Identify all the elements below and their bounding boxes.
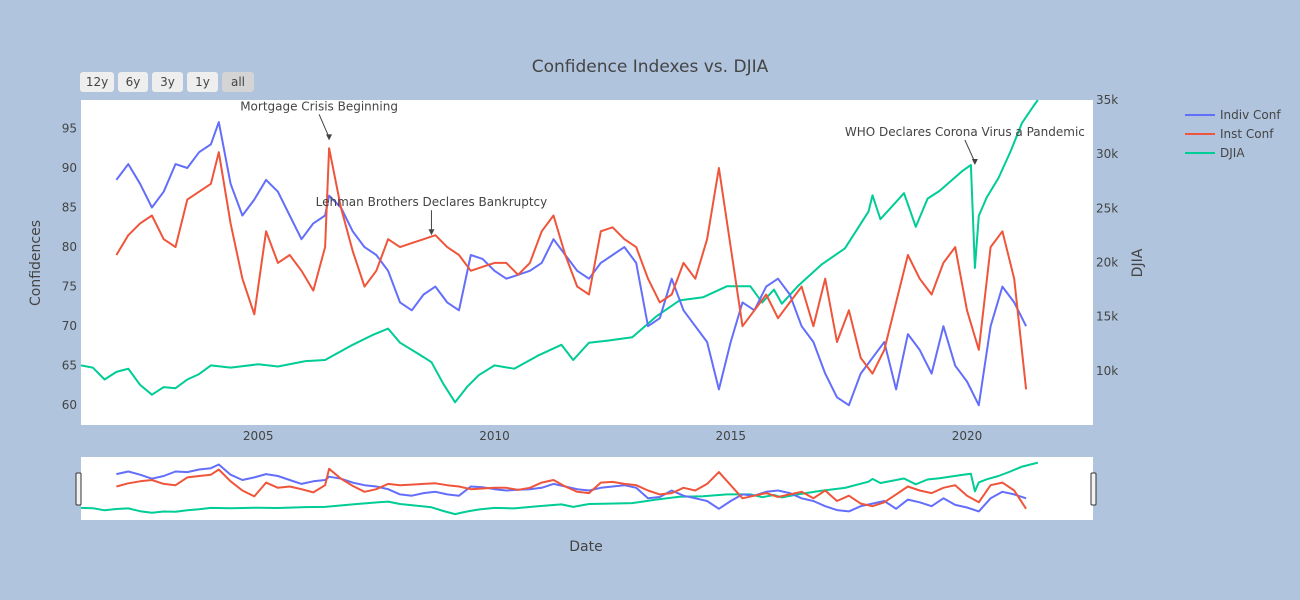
axes-layer: 2005 2010 2015 2020 60 65 70 75 80 85 90 95 10k 15k 20… <box>62 93 1119 443</box>
annotation-arrowhead <box>428 229 435 236</box>
main-plot-area[interactable] <box>81 100 1093 425</box>
range-button-3y[interactable]: 3y <box>152 72 183 92</box>
y2-tick-label: 35k <box>1096 93 1118 107</box>
legend-label[interactable]: Indiv Conf <box>1220 108 1281 122</box>
y-tick-label: 65 <box>62 359 77 373</box>
x-tick-label: 2020 <box>952 429 983 443</box>
annotation-arrowhead <box>971 159 978 165</box>
y2-tick-label: 20k <box>1096 256 1118 270</box>
annotation-arrow <box>964 139 976 163</box>
y2-tick-label: 15k <box>1096 310 1118 324</box>
legend-label[interactable]: Inst Conf <box>1220 127 1274 141</box>
main-series-layer <box>80 99 1039 407</box>
y-tick-label: 70 <box>62 319 77 333</box>
y-tick-label: 95 <box>62 121 77 135</box>
x-tick-label: 2005 <box>243 429 274 443</box>
x-tick-label: 2010 <box>479 429 510 443</box>
x-tick-label: 2015 <box>715 429 746 443</box>
slider-line-inst-conf <box>116 467 1027 510</box>
y-tick-label: 80 <box>62 240 77 254</box>
range-slider-area[interactable] <box>81 457 1093 520</box>
y2-axis-title: DJIA <box>1130 248 1146 277</box>
y-tick-label: 85 <box>62 201 77 215</box>
y2-tick-label: 10k <box>1096 364 1118 378</box>
y-tick-label: 60 <box>62 398 77 412</box>
range-button-all[interactable]: all <box>222 72 254 92</box>
annotation-arrowhead <box>326 134 333 141</box>
range-button-6y[interactable]: 6y <box>118 72 148 92</box>
chart-title: Confidence Indexes vs. DJIA <box>532 57 769 77</box>
range-slider-right-handle[interactable] <box>1090 472 1097 506</box>
y-tick-label: 90 <box>62 161 77 175</box>
slider-line-djia <box>80 461 1039 516</box>
range-button-12y[interactable]: 12y <box>80 72 114 92</box>
y-tick-label: 75 <box>62 280 77 294</box>
x-axis-title: Date <box>569 539 602 555</box>
y2-tick-label: 30k <box>1096 147 1118 161</box>
range-slider-series-layer <box>80 461 1039 516</box>
y-axis-title: Confidences <box>28 220 44 306</box>
legend[interactable]: Indiv Conf Inst Conf DJIA <box>1185 108 1281 160</box>
series-line-djia[interactable] <box>80 99 1039 404</box>
annotation-layer: Mortgage Crisis Beginning Lehman Brothers… <box>240 99 1085 236</box>
series-line-inst-conf[interactable] <box>115 147 1028 390</box>
annotation-label: Lehman Brothers Declares Bankruptcy <box>316 195 548 209</box>
range-slider-left-handle[interactable] <box>75 472 82 506</box>
annotation-label: Mortgage Crisis Beginning <box>240 99 398 113</box>
range-button-1y[interactable]: 1y <box>187 72 218 92</box>
legend-label[interactable]: DJIA <box>1220 146 1245 160</box>
annotation-label: WHO Declares Corona Virus a Pandemic <box>845 125 1085 139</box>
y2-tick-label: 25k <box>1096 201 1118 215</box>
annotation-arrow <box>318 114 330 138</box>
